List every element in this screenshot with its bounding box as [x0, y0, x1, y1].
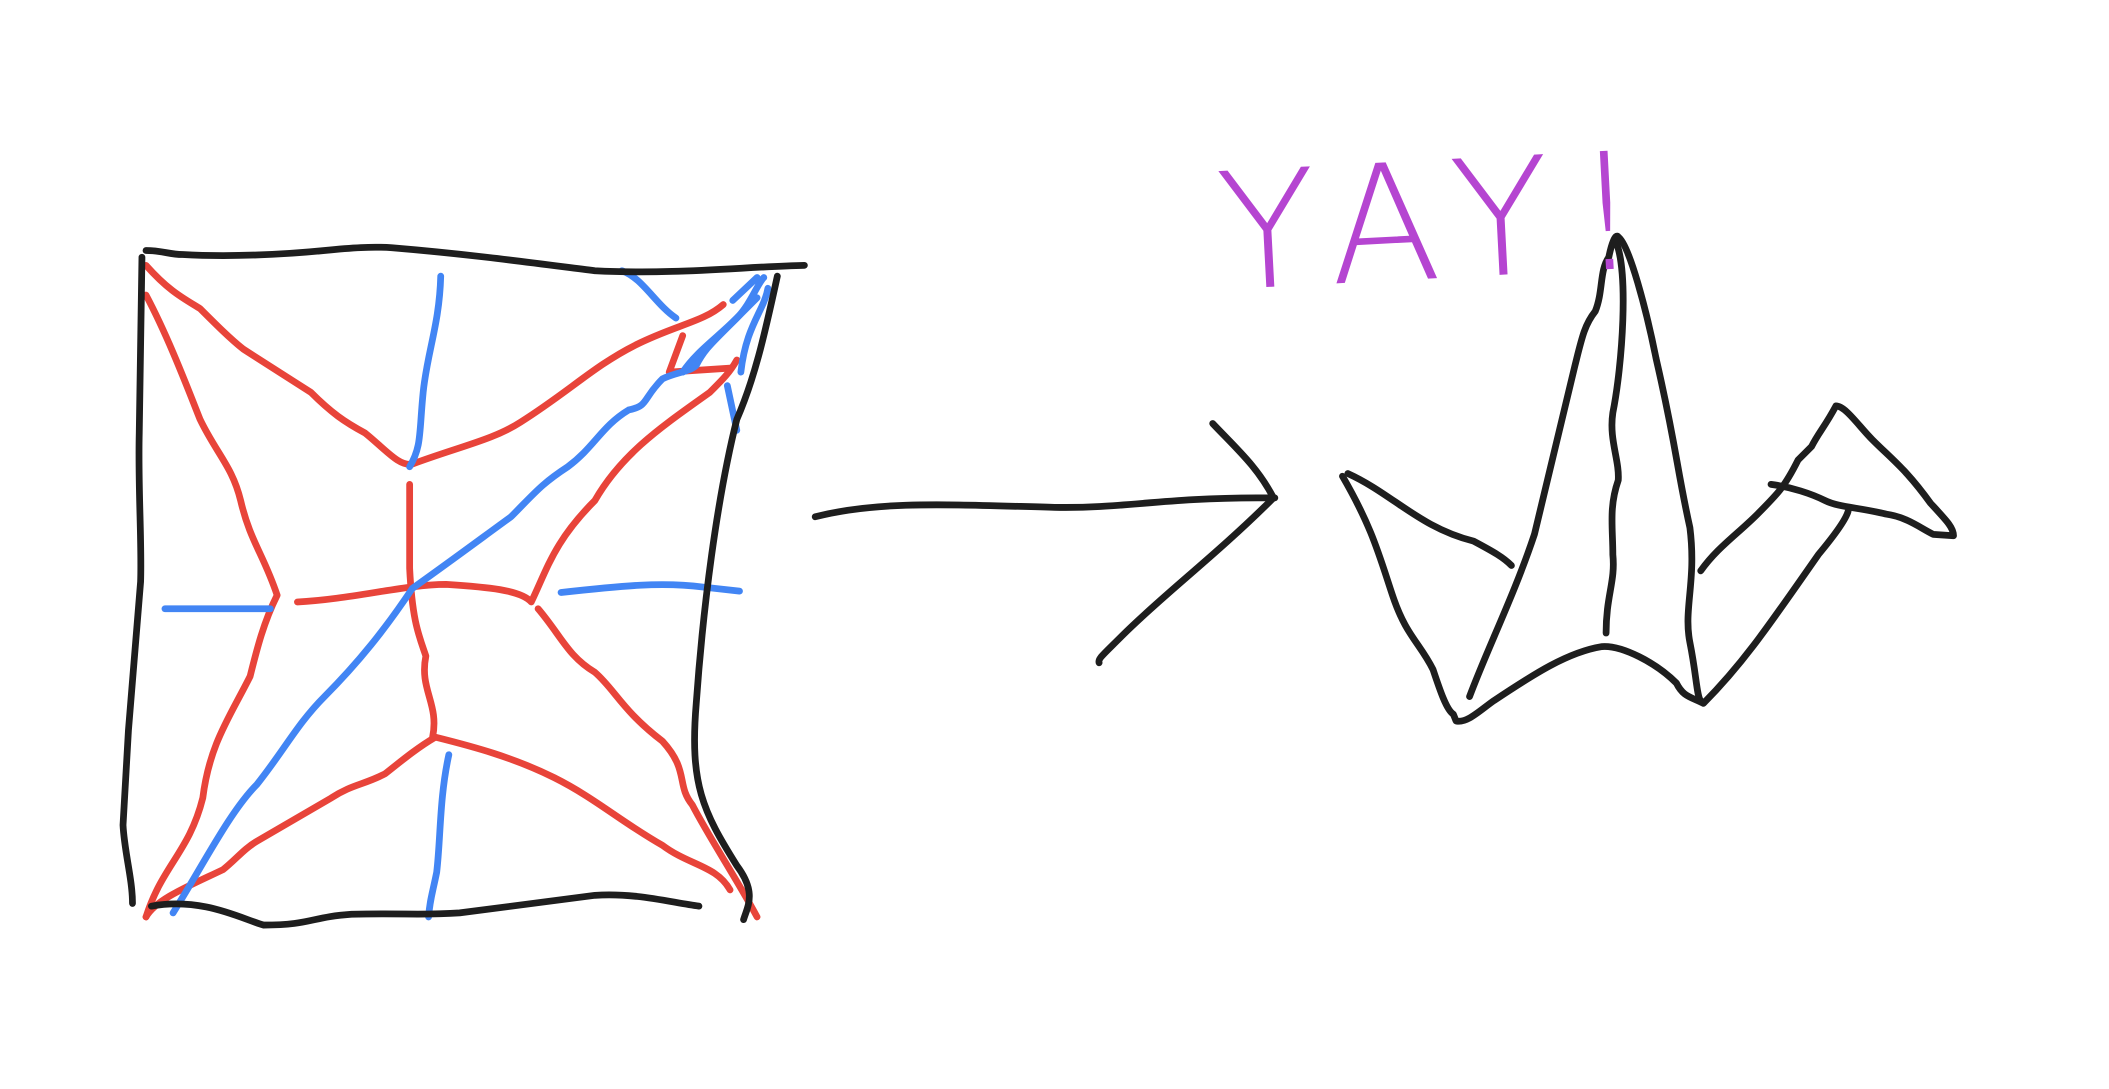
crease	[294, 356, 741, 606]
crease	[169, 294, 761, 917]
crane-body	[1339, 472, 1852, 725]
edge	[119, 253, 146, 907]
crease	[557, 581, 743, 596]
crease	[406, 480, 438, 741]
paper-square	[119, 243, 808, 929]
crane	[1339, 232, 1957, 725]
crane-neck	[1466, 232, 1705, 705]
crease	[142, 291, 281, 921]
crease	[406, 272, 445, 471]
crane-wing	[1344, 470, 1515, 569]
crease	[142, 261, 727, 468]
crane-neck-inner	[1602, 237, 1627, 637]
blue-creases	[161, 267, 772, 921]
arrow-shaft	[811, 494, 1279, 521]
crease	[618, 267, 772, 434]
crane-wing	[1697, 402, 1957, 575]
annotation: YAY!	[1213, 116, 1669, 328]
arrow	[811, 420, 1279, 667]
arrow-head	[1095, 420, 1277, 667]
crease	[142, 733, 734, 921]
edge	[148, 891, 703, 929]
red-creases	[142, 261, 761, 921]
edge	[691, 272, 781, 924]
crease	[534, 605, 761, 921]
crease	[425, 751, 453, 921]
edge	[142, 243, 808, 276]
